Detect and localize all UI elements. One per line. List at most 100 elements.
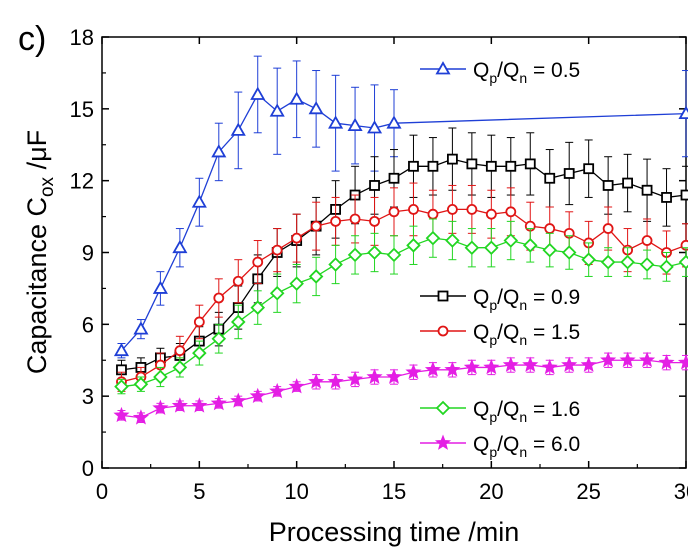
data-point [502, 356, 519, 372]
data-point [583, 163, 595, 175]
data-point [424, 361, 441, 377]
legend-label-part: = 0.5 [527, 59, 580, 82]
y-axis-label: Capacitance Cox /μF [22, 130, 58, 374]
data-point [522, 356, 539, 372]
data-point [289, 276, 304, 291]
data-point [310, 220, 322, 232]
data-point [366, 120, 383, 134]
data-point [172, 239, 188, 254]
data-point [328, 257, 343, 272]
data-point [602, 180, 614, 191]
legend-label-part: p [489, 297, 497, 313]
y-tick-label: 15 [70, 97, 94, 122]
data-point [386, 247, 402, 263]
data-point [446, 153, 458, 165]
data-point [113, 342, 130, 357]
data-point [133, 321, 149, 335]
legend-label-part: p [489, 70, 497, 86]
data-point [541, 358, 558, 375]
legend-entry: Qp/Qn = 0.5 [420, 59, 580, 86]
data-point [680, 189, 688, 201]
legend-label-part: = 1.5 [527, 321, 580, 344]
legend-label: Qp/Qn = 6.0 [473, 433, 580, 460]
series-2 [116, 182, 688, 392]
data-point [466, 203, 478, 215]
data-point [291, 232, 303, 244]
x-tick-label: 20 [479, 479, 503, 504]
data-point [211, 331, 227, 346]
data-point [466, 158, 478, 170]
data-point [388, 206, 400, 218]
data-point [639, 257, 655, 272]
legend-entry: Qp/Qn = 6.0 [420, 433, 580, 460]
panel-label: c) [18, 20, 46, 58]
data-point [114, 379, 129, 394]
data-point [661, 192, 672, 203]
data-point [152, 280, 168, 294]
legend-label-part: /Q [497, 398, 519, 421]
series-line [121, 208, 687, 383]
y-tick-label: 6 [82, 312, 94, 337]
data-point [328, 115, 344, 129]
data-point [386, 115, 402, 129]
series-line [121, 158, 687, 371]
data-point [230, 314, 246, 330]
legend-label-part: p [489, 444, 497, 460]
data-point [503, 233, 519, 248]
data-point [388, 172, 400, 184]
series-layer [113, 55, 688, 425]
series-4 [113, 351, 688, 425]
y-tick-label: 0 [82, 456, 94, 481]
series-3 [114, 218, 688, 395]
data-point [213, 292, 225, 304]
data-point [427, 208, 439, 220]
data-point [271, 244, 283, 256]
data-point [483, 358, 500, 375]
data-point [250, 86, 266, 100]
data-point [544, 172, 556, 184]
data-point [113, 406, 130, 423]
legend-label-part: p [489, 409, 497, 425]
data-point [289, 91, 305, 105]
data-point [561, 356, 578, 372]
data-point [524, 158, 536, 170]
data-point [641, 184, 653, 196]
data-point [544, 223, 556, 234]
series-line [121, 237, 687, 388]
data-point [269, 103, 285, 117]
legend-label: Qp/Qn = 0.5 [473, 59, 580, 86]
data-point [132, 409, 149, 425]
y-tick-label: 9 [82, 241, 94, 266]
legend-label-part: Q [473, 286, 489, 309]
data-point [445, 233, 460, 248]
data-point [677, 354, 688, 370]
data-point [230, 122, 246, 136]
data-point [230, 392, 247, 408]
data-point [347, 117, 363, 131]
x-tick-label: 15 [382, 479, 406, 504]
data-point [327, 373, 344, 389]
data-point [600, 254, 616, 270]
data-point [367, 245, 382, 260]
data-point [349, 213, 361, 225]
data-point [485, 160, 497, 172]
y-tick-label: 12 [70, 169, 94, 194]
legend-label-part: /Q [497, 321, 519, 344]
data-point [619, 351, 636, 368]
legend-label-part: /Q [497, 433, 519, 456]
data-point [522, 238, 538, 253]
data-point [505, 206, 517, 218]
data-point [153, 369, 168, 385]
x-tick-label: 5 [193, 479, 205, 504]
data-point [369, 215, 380, 227]
data-point [192, 345, 207, 361]
legend-swatch-marker [435, 61, 451, 75]
x-tick-label: 25 [576, 479, 600, 504]
data-point [193, 316, 205, 328]
x-axis-ticks: 0 5 10 15 20 25 30 [96, 37, 688, 504]
legend-label: Qp/Qn = 1.5 [473, 321, 580, 348]
legend-label-part: Q [473, 398, 489, 421]
data-point [427, 160, 439, 172]
series-line [120, 93, 687, 352]
